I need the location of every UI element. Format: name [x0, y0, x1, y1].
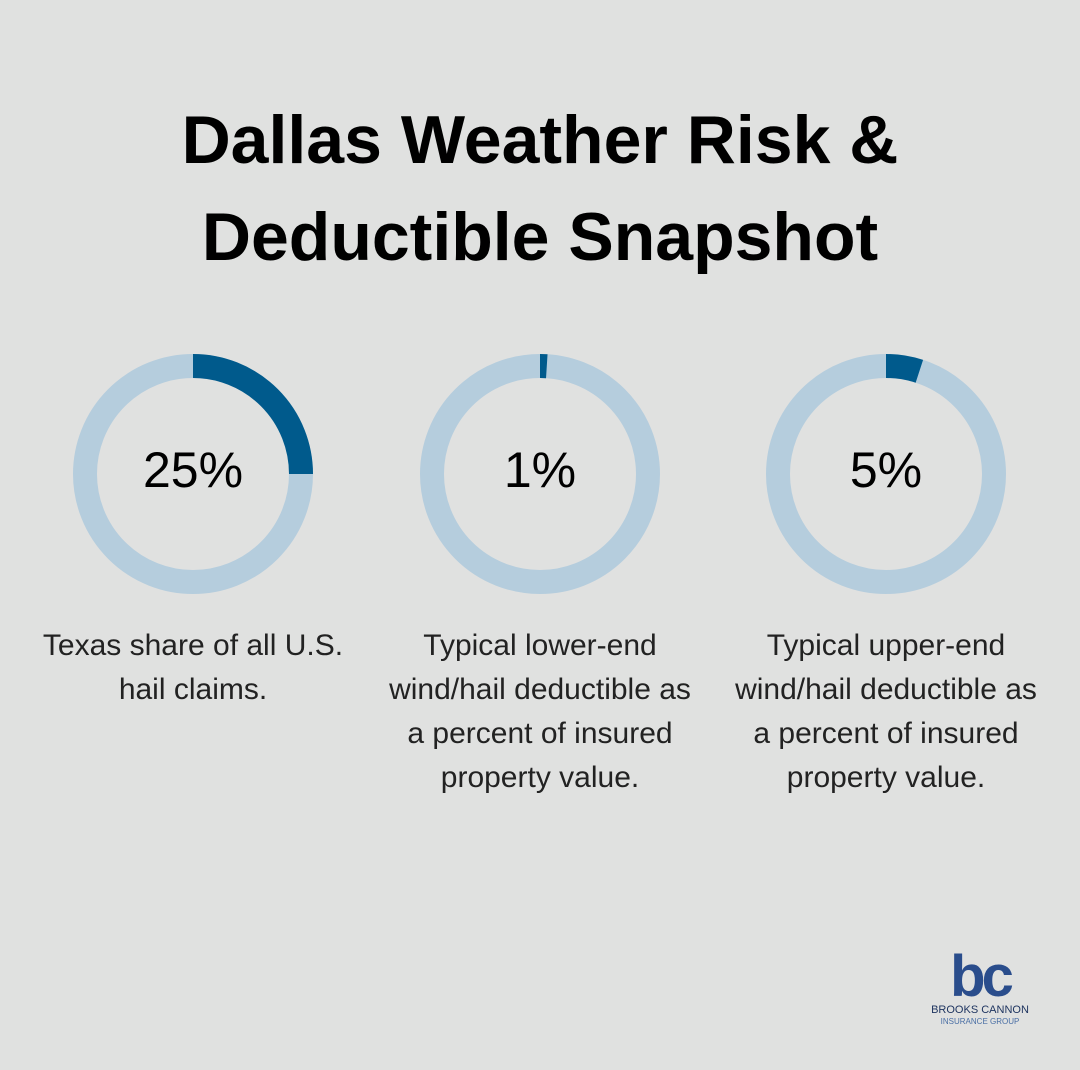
caption: Texas share of all U.S. hail claims. — [42, 629, 344, 706]
logo: bc BROOKS CANNON INSURANCE GROUP — [920, 944, 1040, 1027]
donut-segment — [192, 354, 313, 475]
caption: Typical upper-end wind/hail deductible a… — [735, 629, 1037, 794]
logo-subtitle: INSURANCE GROUP — [940, 1017, 1020, 1026]
value-label: 5% — [850, 442, 922, 498]
donut-segment — [885, 354, 924, 383]
value-label: 1% — [504, 442, 576, 498]
logo-mark: bc — [950, 944, 1014, 1009]
value-label: 25% — [143, 442, 243, 498]
logo-name: BROOKS CANNON — [931, 1004, 1029, 1016]
donut-charts: 25% 1% 5% — [73, 354, 1006, 594]
caption: Typical lower-end wind/hail deductible a… — [389, 629, 691, 794]
title: Dallas Weather Risk & Deductible Snapsho… — [181, 102, 899, 275]
